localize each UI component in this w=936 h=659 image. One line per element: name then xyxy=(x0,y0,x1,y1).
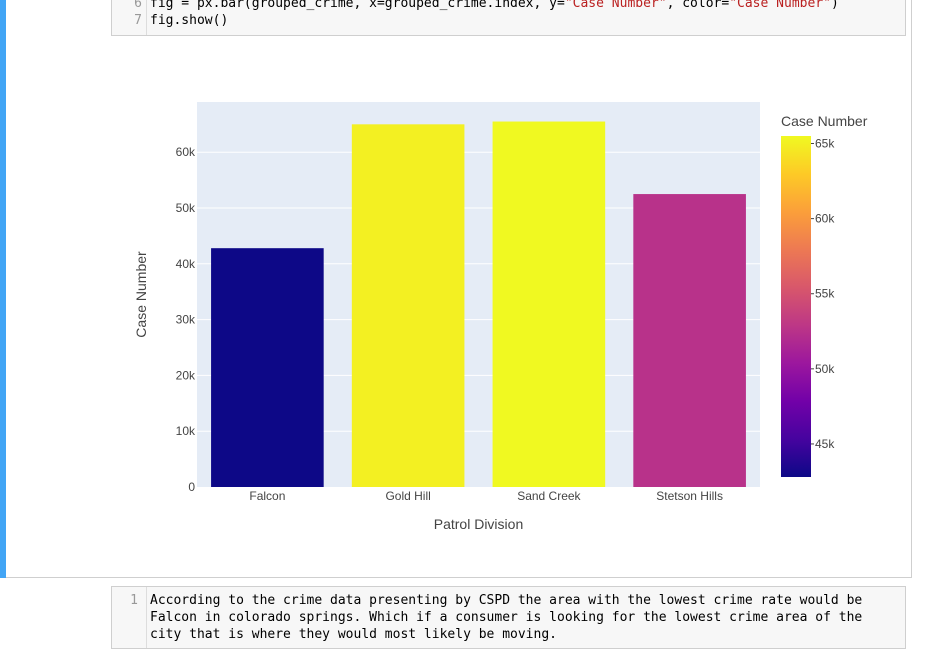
markdown-editor[interactable]: 1 According to the crime data presenting… xyxy=(111,586,906,649)
y-tick-label: 50k xyxy=(176,201,196,215)
code-text-pre: fig = px.bar(grouped_crime, x=grouped_cr… xyxy=(150,0,565,11)
bar xyxy=(211,248,324,487)
y-tick-label: 10k xyxy=(176,424,196,438)
markdown-line-1: According to the crime data presenting b… xyxy=(150,593,863,608)
x-axis-title: Patrol Division xyxy=(434,516,523,532)
y-axis-title: Case Number xyxy=(133,251,149,338)
x-tick-labels: Falcon Gold Hill Sand Creek Stetson Hills xyxy=(249,489,723,503)
colorbar-tick-label: 60k xyxy=(815,212,835,226)
colorbar-tick-label: 45k xyxy=(815,437,835,451)
y-tick-labels: 0 10k 20k 30k 40k 50k 60k xyxy=(176,145,196,494)
y-tick-label: 40k xyxy=(176,257,196,271)
colorbar-tick-label: 65k xyxy=(815,137,835,151)
y-tick-label: 20k xyxy=(176,368,196,382)
cell-selection-bar xyxy=(0,0,6,578)
bar xyxy=(633,194,746,487)
line-gutter xyxy=(112,587,147,648)
code-line-7: 7 fig.show() xyxy=(112,12,228,29)
line-gutter xyxy=(112,0,147,35)
colorbar-tick-labels: 45k 50k 55k 60k 65k xyxy=(811,137,835,451)
bar xyxy=(351,124,465,487)
code-text-post: ) xyxy=(830,0,839,11)
code-text: fig.show() xyxy=(150,13,229,28)
code-editor[interactable]: 6 fig = px.bar(grouped_crime, x=grouped_c… xyxy=(111,0,906,36)
code-string: "Case Number" xyxy=(729,0,831,11)
x-tick-label: Sand Creek xyxy=(517,489,581,503)
bar-chart[interactable]: 0 10k 20k 30k 40k 50k 60k Falcon Gold Hill Sand … xyxy=(0,0,936,578)
markdown-line-3: city that is where they would most likel… xyxy=(150,627,557,642)
bar xyxy=(492,121,606,487)
plotly-figure[interactable]: 0 10k 20k 30k 40k 50k 60k Falcon Gold Hill Sand … xyxy=(0,0,936,578)
line-number: 7 xyxy=(134,13,142,28)
markdown-line-2: Falcon in colorado springs. Which if a c… xyxy=(150,610,863,625)
y-tick-label: 60k xyxy=(176,145,196,159)
code-string: "Case Number" xyxy=(564,0,667,11)
y-tick-label: 0 xyxy=(188,480,195,494)
code-text-mid: , color= xyxy=(666,0,730,11)
x-tick-label: Falcon xyxy=(249,489,285,503)
bars xyxy=(211,121,746,487)
x-tick-label: Stetson Hills xyxy=(656,489,723,503)
line-number: 1 xyxy=(130,593,138,608)
colorbar xyxy=(781,136,811,477)
colorbar-tick-label: 55k xyxy=(815,287,835,301)
x-tick-label: Gold Hill xyxy=(385,489,430,503)
colorbar-title: Case Number xyxy=(781,113,868,129)
line-number: 6 xyxy=(134,0,142,11)
y-tick-label: 30k xyxy=(176,313,196,327)
code-line-6: 6 fig = px.bar(grouped_crime, x=grouped_c… xyxy=(112,0,839,12)
colorbar-tick-label: 50k xyxy=(815,362,835,376)
